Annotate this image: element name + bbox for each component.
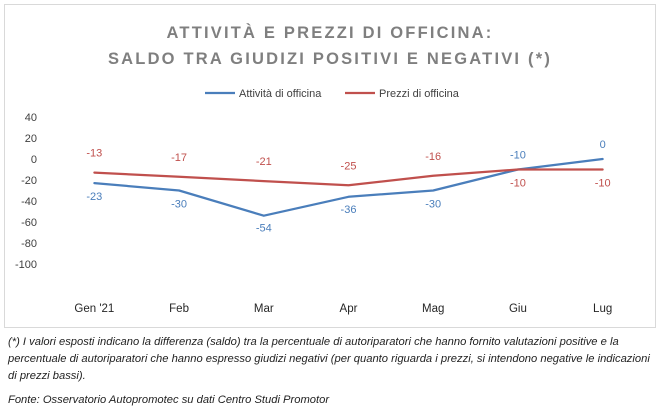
data-label: -16 [425, 151, 441, 163]
y-tick-label: -100 [15, 259, 37, 271]
y-tick-label: 40 [25, 112, 37, 124]
source-note: Fonte: Osservatorio Autopromotec su dati… [8, 394, 330, 406]
data-label: -10 [510, 178, 526, 190]
chart-title-line-1: ATTIVITÀ E PREZZI DI OFFICINA: [167, 23, 494, 42]
data-label: -13 [86, 148, 102, 160]
legend-label: Prezzi di officina [379, 88, 460, 100]
x-tick-label: Mag [422, 303, 444, 315]
data-label: -30 [171, 199, 187, 211]
y-tick-label: 0 [31, 154, 37, 166]
data-label: -17 [171, 152, 187, 164]
x-tick-label: Giu [509, 303, 527, 315]
footnote: (*) I valori esposti indicano la differe… [8, 336, 650, 382]
legend: Attività di officina Prezzi di officina [205, 88, 460, 100]
data-label: -10 [595, 178, 611, 190]
data-label: -21 [256, 156, 272, 168]
y-tick-label: -40 [21, 196, 37, 208]
y-tick-label: 20 [25, 133, 37, 145]
data-label: 0 [600, 139, 606, 151]
chart-title-line-2: SALDO TRA GIUDIZI POSITIVI E NEGATIVI (*… [108, 50, 552, 68]
y-tick-label: -80 [21, 238, 37, 250]
series-line [93, 168, 604, 187]
data-label: -30 [425, 199, 441, 211]
x-tick-label: Mar [254, 303, 274, 315]
data-label: -25 [341, 160, 357, 172]
series-layer: -23 -30 -54 -36 -30 -10 0 -13 -17 -21 -25 -16 -10 -10 [86, 139, 610, 235]
y-tick-label: -20 [21, 175, 37, 187]
x-tick-label: Feb [169, 303, 189, 315]
data-label: -54 [256, 223, 272, 235]
data-label: -36 [341, 204, 357, 216]
chart-frame: ATTIVITÀ E PREZZI DI OFFICINA: SALDO TRA… [4, 4, 656, 328]
legend-label: Attività di officina [239, 88, 322, 100]
y-tick-label: -60 [21, 217, 37, 229]
line-chart: ATTIVITÀ E PREZZI DI OFFICINA: SALDO TRA… [15, 23, 612, 315]
x-tick-label: Apr [340, 303, 358, 315]
data-label: -10 [510, 150, 526, 162]
data-label: -23 [86, 191, 102, 203]
x-tick-label: Lug [593, 303, 612, 315]
x-tick-label: Gen '21 [74, 303, 114, 315]
